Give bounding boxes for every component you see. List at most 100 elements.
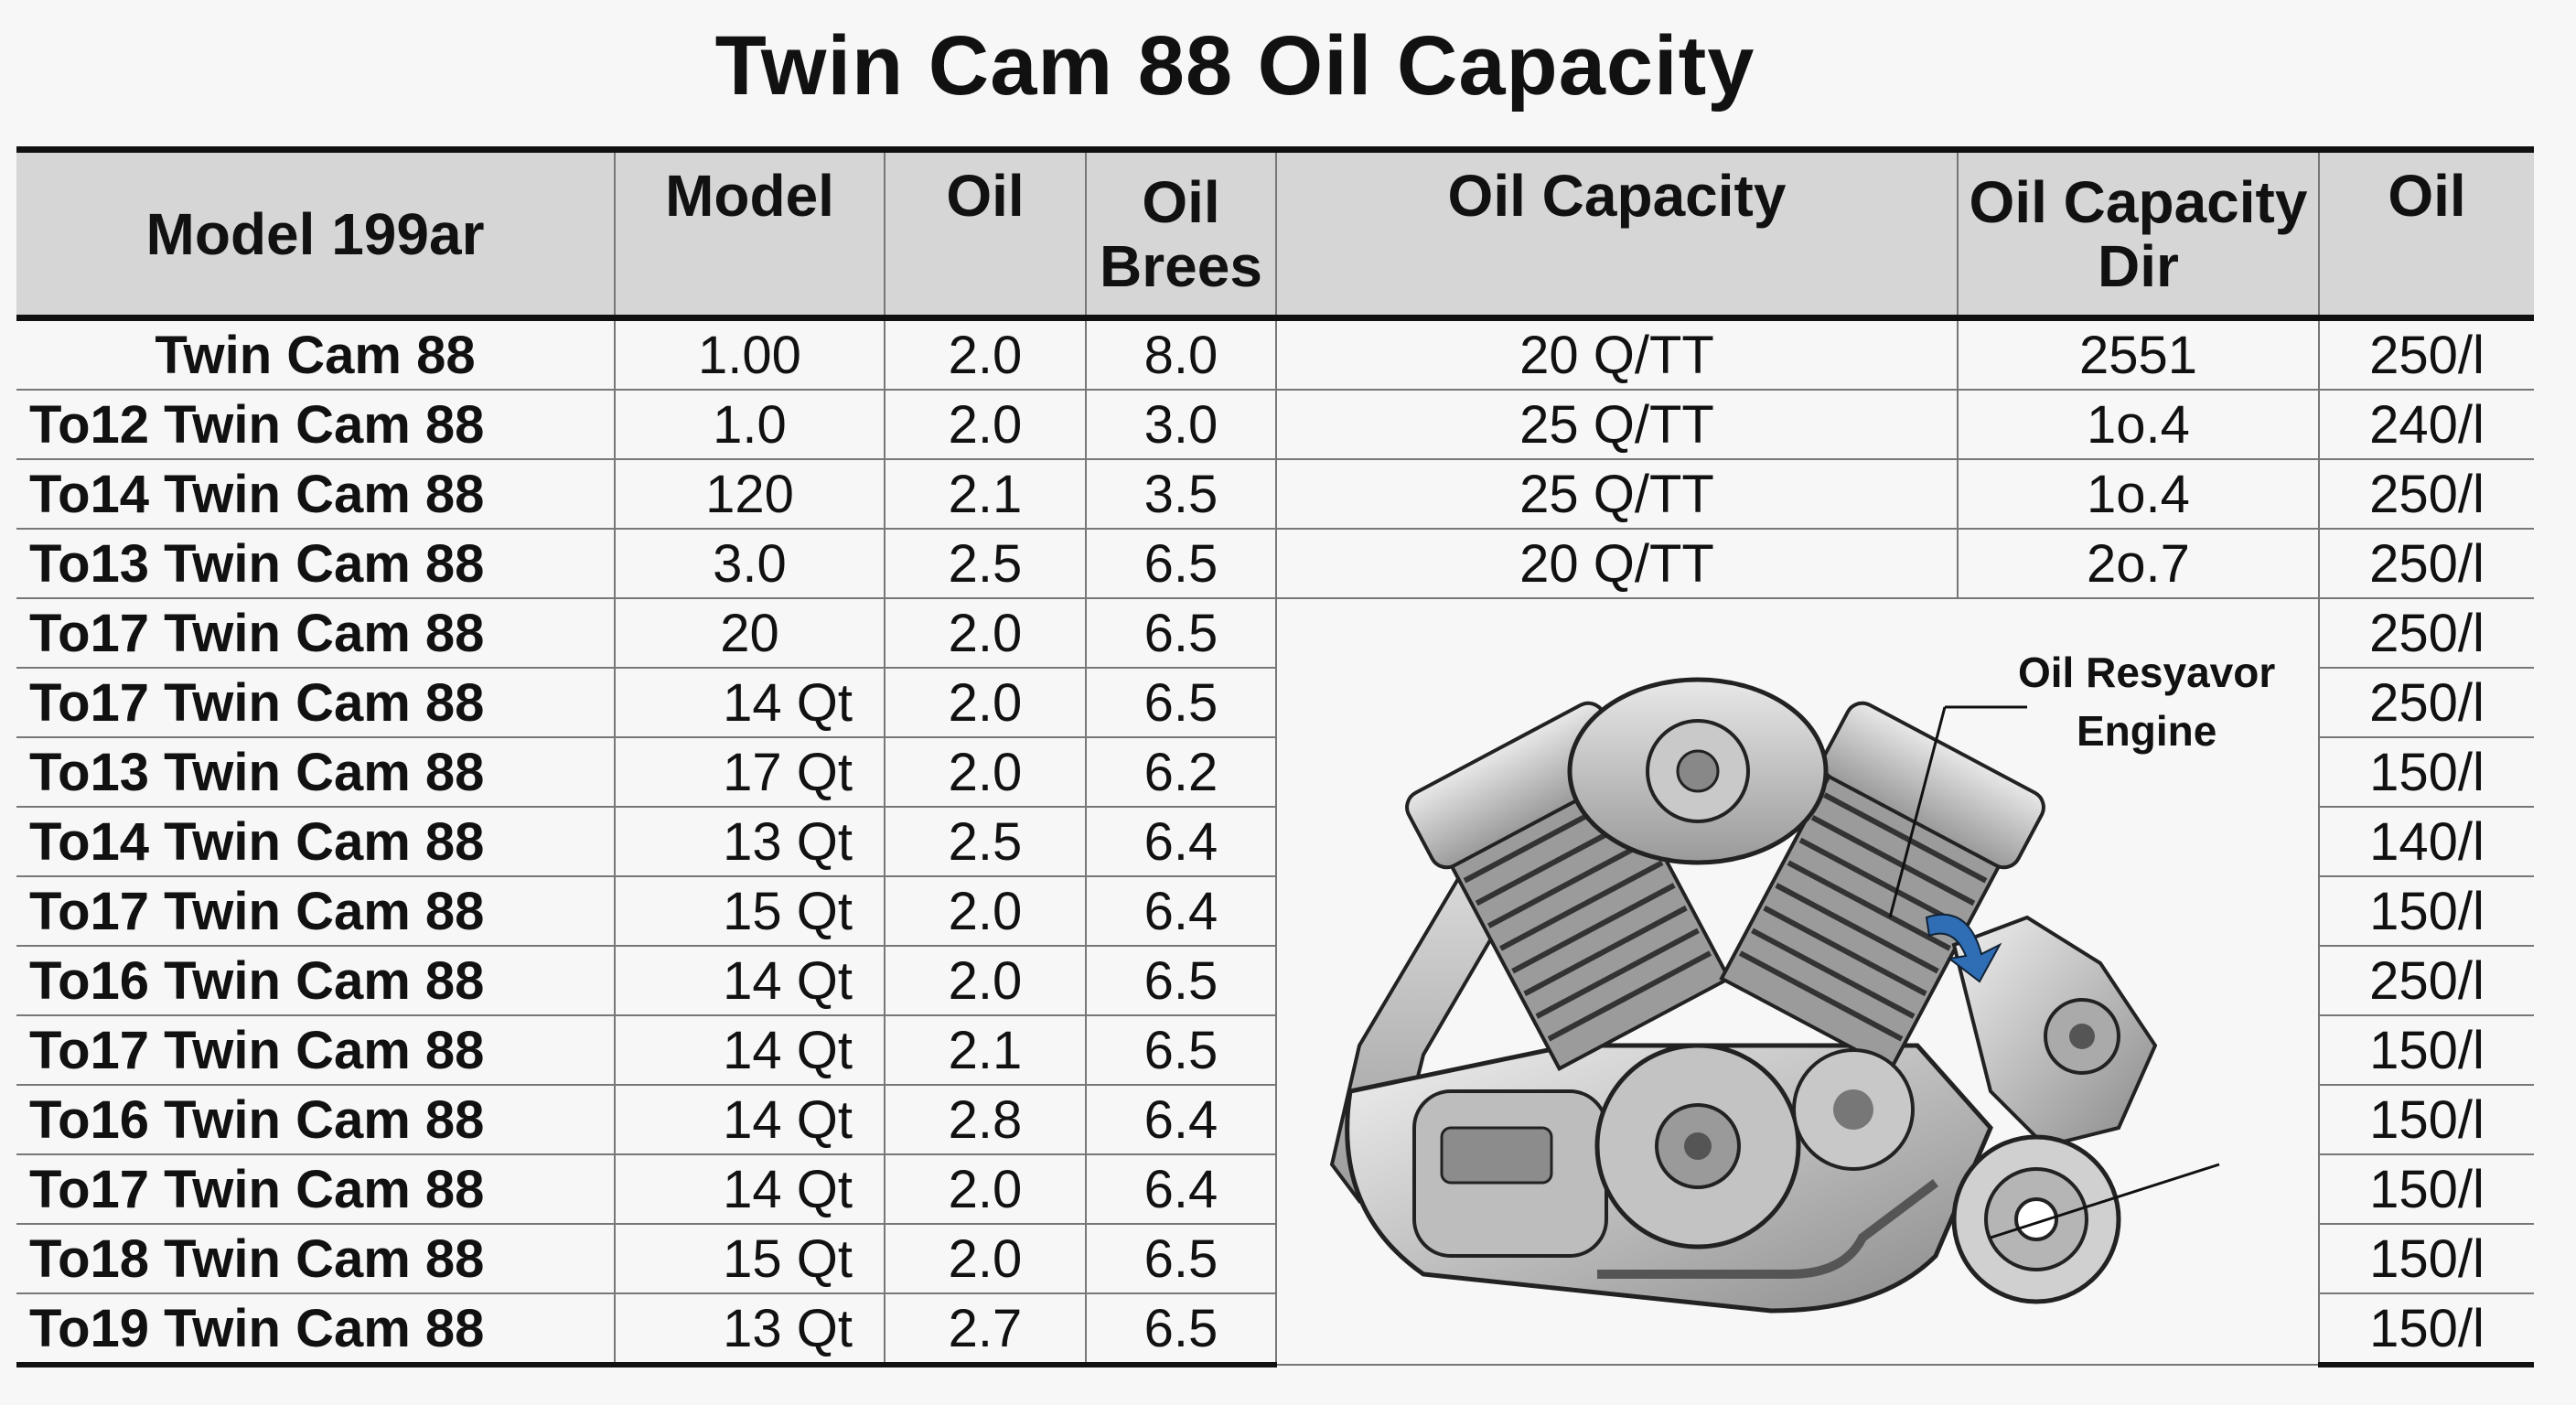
cell-model-name: To13 Twin Cam 88 xyxy=(16,737,616,808)
cell-model-value: 3.0 xyxy=(614,529,886,599)
cell-oil: 2.5 xyxy=(884,529,1087,599)
cell-oil-2: 250/l xyxy=(2318,598,2534,669)
cell-oil: 2.5 xyxy=(884,807,1087,877)
engine-illustration-cell: Oil Resyavor Engine xyxy=(1275,598,2320,1366)
cell-oil-2: 150/l xyxy=(2318,1293,2534,1367)
cell-model-name: To13 Twin Cam 88 xyxy=(16,529,616,599)
oil-reservoir-label: Oil Resyavor Engine xyxy=(2018,649,2276,755)
cell-model-value: 17 Qt xyxy=(614,737,886,808)
cell-model-value: 14 Qt xyxy=(614,1154,886,1225)
table-header-row: Model 199ar Model Oil Oil Brees Oil Capac… xyxy=(16,146,2534,321)
cell-oil: 2.0 xyxy=(884,390,1087,460)
table-row: To16 Twin Cam 88 14 Qt 2.8 6.4 150/l xyxy=(16,1085,2534,1155)
cell-model-name: To18 Twin Cam 88 xyxy=(16,1224,616,1294)
cell-oil: 2.0 xyxy=(884,946,1087,1016)
cell-model-name: To17 Twin Cam 88 xyxy=(16,876,616,947)
table-row: Twin Cam 88 1.00 2.0 8.0 20 Q/TT 2551 25… xyxy=(16,317,2534,391)
cell-brees: 6.5 xyxy=(1085,529,1277,599)
cell-capacity-dir: 1o.4 xyxy=(1957,459,2320,530)
cell-oil: 2.1 xyxy=(884,1015,1087,1086)
table-row: To12 Twin Cam 88 1.0 2.0 3.0 25 Q/TT 1o.… xyxy=(16,390,2534,460)
cell-oil-2: 150/l xyxy=(2318,1015,2534,1086)
cell-oil: 2.0 xyxy=(884,668,1087,738)
cell-model-name: To14 Twin Cam 88 xyxy=(16,459,616,530)
table-row: To13 Twin Cam 88 3.0 2.5 6.5 20 Q/TT 2o.… xyxy=(16,529,2534,599)
cell-oil-2: 150/l xyxy=(2318,1154,2534,1225)
cell-brees: 6.5 xyxy=(1085,598,1277,669)
cell-oil-2: 150/l xyxy=(2318,876,2534,947)
cell-model-value: 1.0 xyxy=(614,390,886,460)
table-row: To17 Twin Cam 88 14 Qt 2.0 6.5 250/l xyxy=(16,668,2534,738)
cell-brees: 8.0 xyxy=(1085,317,1277,391)
cell-oil-2: 150/l xyxy=(2318,1085,2534,1155)
header-model: Model xyxy=(614,146,886,321)
header-oil: Oil xyxy=(884,146,1087,321)
table-row: To16 Twin Cam 88 14 Qt 2.0 6.5 250/l xyxy=(16,946,2534,1016)
cell-model-value: 13 Qt xyxy=(614,807,886,877)
table-row: To17 Twin Cam 88 15 Qt 2.0 6.4 150/l xyxy=(16,876,2534,947)
cell-oil-2: 250/l xyxy=(2318,459,2534,530)
table-row: To14 Twin Cam 88 13 Qt 2.5 6.4 140/l xyxy=(16,807,2534,877)
cell-oil-2: 150/l xyxy=(2318,737,2534,808)
oil-flow-arrow-icon xyxy=(1925,913,2002,983)
table-row: To19 Twin Cam 88 13 Qt 2.7 6.5 150/l xyxy=(16,1293,2534,1367)
header-oil-capacity-dir: Oil Capacity Dir xyxy=(1957,146,2320,321)
cell-brees: 6.5 xyxy=(1085,1293,1277,1367)
cell-model-name: To17 Twin Cam 88 xyxy=(16,1154,616,1225)
engine-illustration: Oil Resyavor Engine xyxy=(1278,606,2317,1357)
header-oil-capacity: Oil Capacity xyxy=(1275,146,1959,321)
table-row: To14 Twin Cam 88 120 2.1 3.5 25 Q/TT 1o.… xyxy=(16,459,2534,530)
cell-model-value: 120 xyxy=(614,459,886,530)
cell-brees: 3.5 xyxy=(1085,459,1277,530)
cell-brees: 6.4 xyxy=(1085,1154,1277,1225)
oil-capacity-table: Model 199ar Model Oil Oil Brees Oil Capac… xyxy=(16,146,2534,1367)
cell-model-name: To16 Twin Cam 88 xyxy=(16,946,616,1016)
cell-model-name: To17 Twin Cam 88 xyxy=(16,1015,616,1086)
table-row: To18 Twin Cam 88 15 Qt 2.0 6.5 150/l xyxy=(16,1224,2534,1294)
cell-brees: 3.0 xyxy=(1085,390,1277,460)
table-row: To17 Twin Cam 88 14 Qt 2.1 6.5 150/l xyxy=(16,1015,2534,1086)
cell-oil: 2.7 xyxy=(884,1293,1087,1367)
cell-model-name: Twin Cam 88 xyxy=(16,317,616,391)
cell-oil: 2.8 xyxy=(884,1085,1087,1155)
cell-oil: 2.0 xyxy=(884,1154,1087,1225)
table-row: To17 Twin Cam 88 14 Qt 2.0 6.4 150/l xyxy=(16,1154,2534,1225)
cell-oil-2: 250/l xyxy=(2318,529,2534,599)
cell-model-name: To19 Twin Cam 88 xyxy=(16,1293,616,1367)
table-row: To13 Twin Cam 88 17 Qt 2.0 6.2 150/l xyxy=(16,737,2534,808)
cell-model-value: 14 Qt xyxy=(614,946,886,1016)
cell-model-value: 14 Qt xyxy=(614,1085,886,1155)
header-oil-2: Oil xyxy=(2318,146,2534,321)
cell-oil: 2.0 xyxy=(884,598,1087,669)
cell-model-name: To16 Twin Cam 88 xyxy=(16,1085,616,1155)
cell-brees: 6.5 xyxy=(1085,1015,1277,1086)
cell-brees: 6.5 xyxy=(1085,1224,1277,1294)
cell-capacity-dir: 1o.4 xyxy=(1957,390,2320,460)
cell-capacity: 25 Q/TT xyxy=(1275,390,1959,460)
cell-capacity-dir: 2551 xyxy=(1957,317,2320,391)
cell-brees: 6.4 xyxy=(1085,807,1277,877)
cell-model-value: 1.00 xyxy=(614,317,886,391)
cell-model-value: 13 Qt xyxy=(614,1293,886,1367)
cell-oil-2: 140/l xyxy=(2318,807,2534,877)
cell-oil-2: 250/l xyxy=(2318,317,2534,391)
cell-oil-2: 240/l xyxy=(2318,390,2534,460)
cell-oil-2: 250/l xyxy=(2318,946,2534,1016)
cell-brees: 6.4 xyxy=(1085,1085,1277,1155)
cell-model-value: 20 xyxy=(614,598,886,669)
header-oil-brees: Oil Brees xyxy=(1085,146,1277,321)
cell-model-name: To12 Twin Cam 88 xyxy=(16,390,616,460)
cell-model-name: To14 Twin Cam 88 xyxy=(16,807,616,877)
cell-oil-2: 150/l xyxy=(2318,1224,2534,1294)
header-model-199ar: Model 199ar xyxy=(16,146,616,321)
table-row: To17 Twin Cam 88 20 2.0 6.5 xyxy=(16,598,2534,1366)
cell-oil: 2.1 xyxy=(884,459,1087,530)
cell-brees: 6.5 xyxy=(1085,668,1277,738)
cell-oil-2: 250/l xyxy=(2318,668,2534,738)
cell-brees: 6.4 xyxy=(1085,876,1277,947)
cell-oil: 2.0 xyxy=(884,737,1087,808)
cell-capacity: 20 Q/TT xyxy=(1275,317,1959,391)
cell-oil: 2.0 xyxy=(884,317,1087,391)
cell-capacity: 20 Q/TT xyxy=(1275,529,1959,599)
cell-capacity: 25 Q/TT xyxy=(1275,459,1959,530)
